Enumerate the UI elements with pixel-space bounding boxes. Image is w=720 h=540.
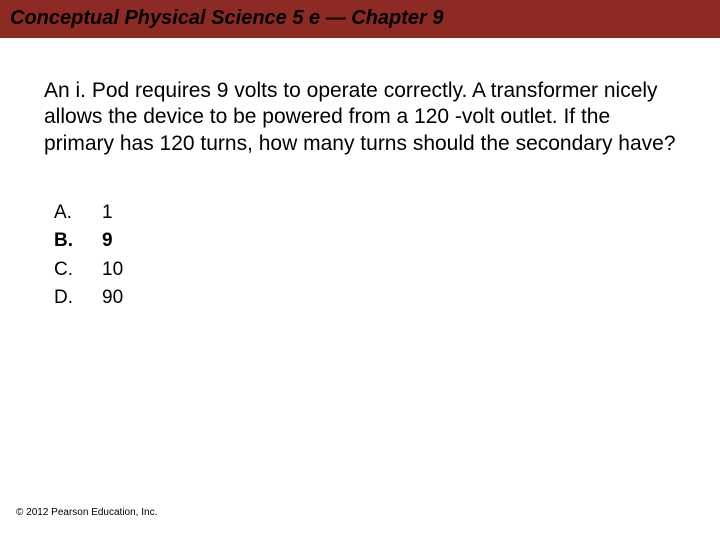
options-list: A. 1 B. 9 C. 10 D. 90 [44,199,676,313]
option-value: 90 [102,284,123,313]
option-value: 1 [102,199,113,228]
option-value: 10 [102,256,123,285]
header-title: Conceptual Physical Science 5 e — Chapte… [10,6,710,30]
option-letter: B. [54,227,102,256]
header-bar: Conceptual Physical Science 5 e — Chapte… [0,0,720,38]
option-letter: D. [54,284,102,313]
option-c: C. 10 [54,256,676,285]
question-text: An i. Pod requires 9 volts to operate co… [44,78,676,157]
option-a: A. 1 [54,199,676,228]
content-area: An i. Pod requires 9 volts to operate co… [0,38,720,313]
option-value: 9 [102,227,113,256]
slide: Conceptual Physical Science 5 e — Chapte… [0,0,720,540]
copyright-footer: © 2012 Pearson Education, Inc. [16,507,157,518]
option-letter: A. [54,199,102,228]
option-d: D. 90 [54,284,676,313]
option-b: B. 9 [54,227,676,256]
option-letter: C. [54,256,102,285]
